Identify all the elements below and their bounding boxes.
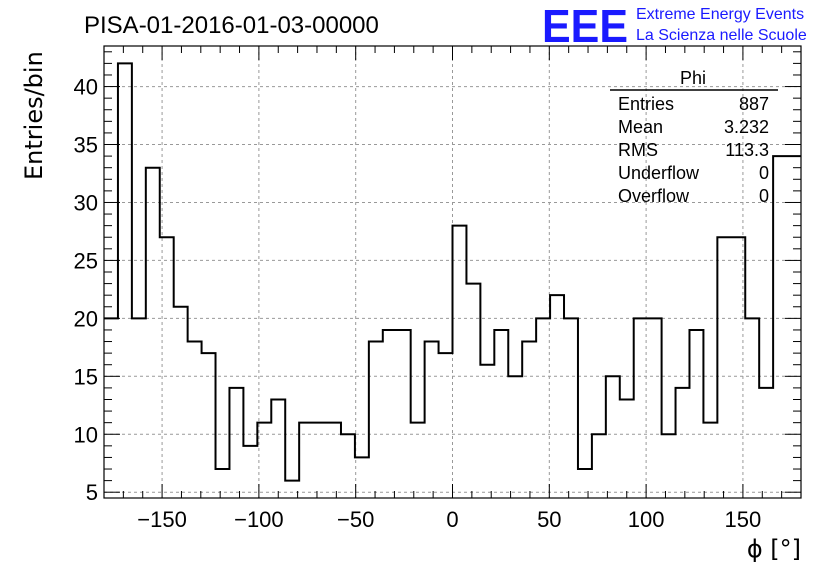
x-tick-label: 150	[725, 507, 762, 532]
x-tick-label: 0	[446, 507, 458, 532]
stats-row-label: Underflow	[618, 163, 700, 183]
x-tick-label: −150	[137, 507, 187, 532]
x-tick-labels: −150 −100 −50 0 50 100 150	[137, 507, 761, 532]
logo-line-2: La Scienza nelle Scuole	[636, 27, 807, 44]
stats-rows: Entries 887 Mean 3.232 RMS 113.3 Underflow 0 Ove…	[618, 94, 769, 206]
stats-row-value: 887	[739, 94, 769, 114]
y-tick-label: 25	[74, 248, 98, 273]
x-axis-label: ϕ [°]	[747, 535, 801, 563]
axis-ticks	[103, 46, 802, 498]
x-tick-label: 50	[537, 507, 561, 532]
x-tick-label: 100	[628, 507, 665, 532]
stats-box-name: Phi	[680, 68, 706, 88]
eee-logo: EEE Extreme Energy Events La Scienza nel…	[542, 0, 807, 52]
stats-row-label: Entries	[618, 94, 674, 114]
y-tick-labels: 5 10 15 20 25 30 35 40	[74, 75, 98, 506]
x-tick-label: −50	[337, 507, 374, 532]
y-tick-label: 35	[74, 133, 98, 158]
stats-row-value: 0	[759, 186, 769, 206]
y-tick-label: 5	[86, 480, 98, 505]
y-tick-label: 40	[74, 75, 98, 100]
y-tick-label: 30	[74, 190, 98, 215]
stats-box: Phi Entries 887 Mean 3.232 RMS 113.3 Underflow…	[610, 68, 778, 206]
x-tick-label: −100	[234, 507, 284, 532]
chart-title: PISA-01-2016-01-03-00000	[84, 12, 379, 39]
y-tick-label: 10	[74, 422, 98, 447]
stats-row-value: 0	[759, 163, 769, 183]
histogram-series	[104, 62, 801, 482]
y-tick-label: 15	[74, 364, 98, 389]
stats-row-value: 113.3	[725, 140, 769, 160]
y-axis-label: Entries/bin	[20, 51, 48, 180]
stats-row-value: 3.232	[724, 117, 769, 137]
y-tick-label: 20	[74, 306, 98, 331]
stats-row-label: Overflow	[618, 186, 690, 206]
histogram-outline	[104, 62, 801, 482]
stats-row-label: RMS	[618, 140, 658, 160]
stats-row-label: Mean	[618, 117, 663, 137]
logo-mark: EEE	[542, 0, 628, 52]
logo-line-1: Extreme Energy Events	[636, 6, 804, 23]
